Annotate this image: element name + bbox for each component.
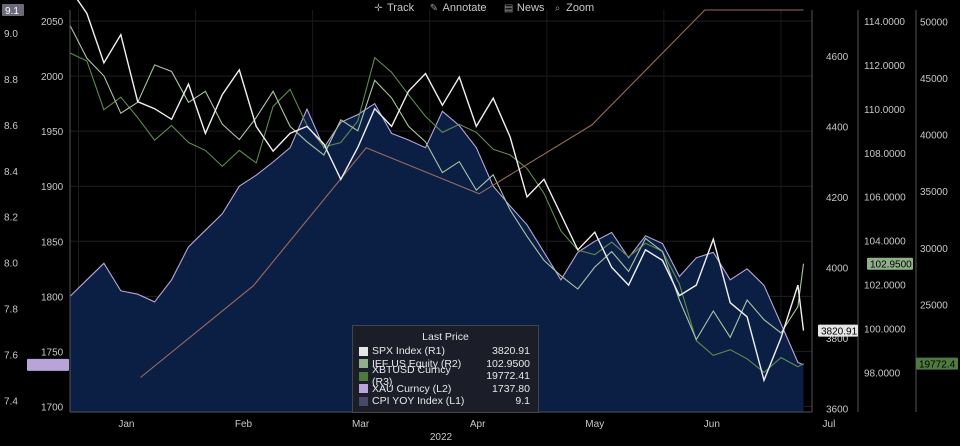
r3-tick-label: 45000 bbox=[920, 74, 948, 85]
r2-tick-label: 98.0000 bbox=[864, 368, 901, 379]
toolbar-label: News bbox=[516, 2, 545, 14]
r1-tick-label: 3600 bbox=[826, 404, 849, 415]
xau-series-line bbox=[69, 102, 804, 366]
l1-tick-label: 8.2 bbox=[4, 213, 18, 224]
r1-tick-label: 3800 bbox=[826, 334, 849, 345]
legend-series-value: 102.9500 bbox=[486, 357, 530, 370]
x-tick-label: Mar bbox=[352, 419, 370, 430]
l2-tick-label: 1700 bbox=[41, 402, 64, 413]
x-tick-label: Feb bbox=[235, 419, 253, 430]
toolbar-label: Zoom bbox=[566, 2, 595, 14]
legend-box: Last Price SPX Index (R1) 3820.91 IEF US E… bbox=[352, 325, 539, 413]
toolbar-track-button[interactable]: ✛ Track bbox=[374, 0, 414, 16]
l2-tick-label: 1850 bbox=[41, 237, 64, 248]
r2-tick-label: 106.0000 bbox=[864, 193, 906, 204]
l1-tick-label: 7.4 bbox=[4, 397, 18, 408]
r1-tick-label: 4600 bbox=[826, 52, 849, 63]
r3-tick-label: 35000 bbox=[920, 187, 948, 198]
legend-series-value: 19772.41 bbox=[486, 370, 530, 383]
pencil-icon: ✎ bbox=[429, 2, 439, 14]
legend-series-name: XBTUSD Curncy (R3) bbox=[372, 364, 451, 389]
crosshair-icon: ✛ bbox=[374, 2, 383, 14]
legend-swatch bbox=[359, 359, 368, 369]
legend-swatch bbox=[359, 371, 368, 381]
r2-tick-label: 102.0000 bbox=[864, 281, 906, 292]
r3-tick-label: 50000 bbox=[920, 17, 948, 28]
legend-series-name: XAU Curncy (L2) bbox=[372, 382, 452, 395]
legend-swatch bbox=[359, 346, 368, 356]
legend-series-value: 9.1 bbox=[515, 395, 530, 408]
toolbar-zoom-button[interactable]: ⌕ Zoom bbox=[553, 0, 594, 16]
r2-tick-label: 110.0000 bbox=[864, 105, 905, 116]
l2-tick-label: 1900 bbox=[41, 182, 64, 193]
r2-tick-label: 104.0000 bbox=[864, 237, 906, 248]
r1-tick-label: 4000 bbox=[826, 263, 849, 274]
l2-tick-label: 1750 bbox=[41, 347, 64, 358]
last-price-tag-label: 3820.91 bbox=[821, 327, 858, 338]
toolbar-label: Annotate bbox=[442, 2, 487, 14]
x-tick-label: Jul bbox=[823, 419, 836, 430]
last-price-tag-label: 19772.4 bbox=[919, 360, 956, 371]
r1-tick-label: 4200 bbox=[826, 193, 849, 204]
legend-entry: XBTUSD Curncy (R3) 19772.41 bbox=[353, 364, 538, 388]
r2-tick-label: 114.0000 bbox=[864, 17, 905, 28]
r2-last-price-tag bbox=[867, 257, 913, 270]
toolbar-news-button[interactable]: ▤ News bbox=[504, 0, 545, 16]
spx-series-line bbox=[76, 0, 805, 383]
x-tick-label: Apr bbox=[470, 419, 486, 430]
r3-last-price-tag bbox=[916, 357, 958, 370]
last-price-tag-label: 102.9500 bbox=[870, 260, 912, 271]
l1-tick-label: 8.6 bbox=[4, 121, 18, 132]
r3-tick-label: 40000 bbox=[920, 131, 948, 142]
r2-tick-label: 112.0000 bbox=[864, 61, 905, 72]
xau-area-fill bbox=[70, 103, 804, 412]
legend-series-value: 3820.91 bbox=[492, 345, 530, 358]
x-tick-label: Jun bbox=[704, 419, 720, 430]
x-axis-year-label: 2022 bbox=[430, 432, 453, 443]
r2-tick-label: 100.0000 bbox=[864, 325, 906, 336]
l1-last-price-tag bbox=[2, 4, 24, 16]
l1-tick-label: 8.8 bbox=[4, 75, 18, 86]
l1-tick-label: 8.0 bbox=[4, 259, 18, 270]
magnifier-icon: ⌕ bbox=[554, 2, 561, 14]
legend-series-name: IEF US Equity (R2) bbox=[372, 357, 462, 370]
l1-tick-label: 7.8 bbox=[4, 305, 18, 316]
legend-swatch bbox=[359, 384, 368, 394]
r3-tick-label: 25000 bbox=[920, 300, 948, 311]
last-price-tag-label: 9.1 bbox=[5, 6, 19, 17]
r3-tick-label: 30000 bbox=[920, 244, 948, 255]
toolbar-label: Track bbox=[387, 2, 415, 14]
legend-entry: XAU Curncy (L2) 1737.80 bbox=[353, 383, 538, 396]
l1-tick-label: 7.6 bbox=[4, 351, 18, 362]
legend-entry: SPX Index (R1) 3820.91 bbox=[353, 345, 538, 358]
cpi-series-line bbox=[140, 9, 804, 378]
legend-title: Last Price bbox=[422, 331, 469, 343]
r1-tick-label: 4400 bbox=[826, 122, 849, 133]
r2-tick-label: 108.0000 bbox=[864, 149, 906, 160]
l2-tick-label: 1950 bbox=[41, 127, 64, 138]
l2-tick-label: 1800 bbox=[41, 292, 64, 303]
l1-tick-label: 9.0 bbox=[4, 29, 18, 40]
legend-series-name: SPX Index (R1) bbox=[372, 345, 445, 358]
legend-series-name: CPI YOY Index (L1) bbox=[372, 395, 465, 408]
legend-entry: IEF US Equity (R2) 102.9500 bbox=[353, 358, 538, 371]
r1-last-price-tag bbox=[818, 324, 858, 337]
l2-tick-label: 2000 bbox=[41, 72, 64, 83]
legend-swatch bbox=[359, 396, 368, 406]
l2-tick-label: 2050 bbox=[41, 17, 64, 28]
news-icon: ▤ bbox=[503, 2, 514, 14]
legend-entry: CPI YOY Index (L1) 9.1 bbox=[353, 395, 538, 408]
x-tick-label: Jan bbox=[118, 419, 134, 430]
toolbar-annotate-button[interactable]: ✎ Annotate bbox=[430, 0, 487, 16]
x-tick-label: May bbox=[585, 419, 604, 430]
legend-series-value: 1737.80 bbox=[492, 382, 530, 395]
l2-last-price-tag bbox=[27, 358, 69, 371]
l1-tick-label: 8.4 bbox=[4, 167, 18, 178]
xbtusd-series-line bbox=[69, 52, 804, 374]
